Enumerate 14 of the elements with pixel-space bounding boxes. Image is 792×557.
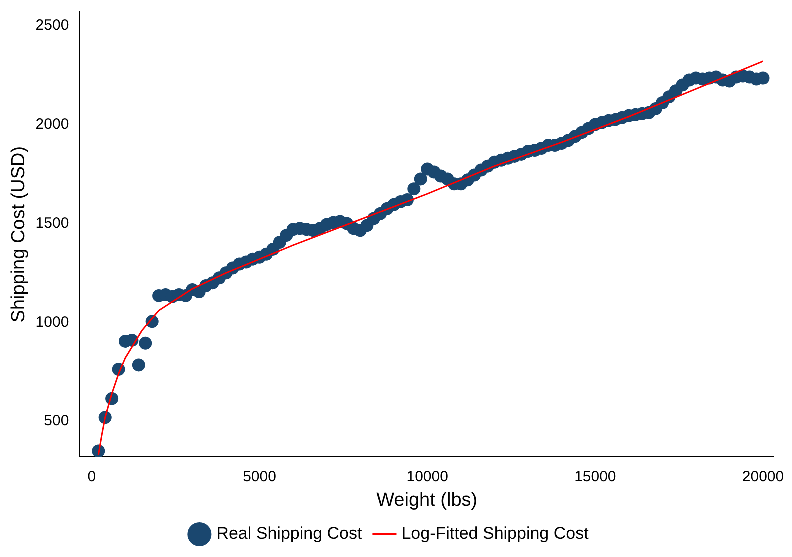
x-tick-label: 10000 [406,468,448,486]
y-tick-label: 500 [44,412,70,430]
y-tick-label: 1000 [36,314,70,331]
x-tick-label: 5000 [243,468,276,486]
legend-label: Log-Fitted Shipping Cost [402,524,590,544]
legend-label: Real Shipping Cost [216,524,362,544]
x-axis-title: Weight (lbs) [376,490,478,511]
x-tick-label: 20000 [742,468,784,486]
x-tick-label: 0 [88,468,96,486]
y-tick-label: 2500 [36,16,70,34]
x-tick-label: 15000 [574,468,616,486]
y-tick-label: 2000 [36,116,70,133]
y-tick-label: 1500 [36,214,70,232]
y-axis-title: Shipping Cost (USD) [8,146,30,323]
